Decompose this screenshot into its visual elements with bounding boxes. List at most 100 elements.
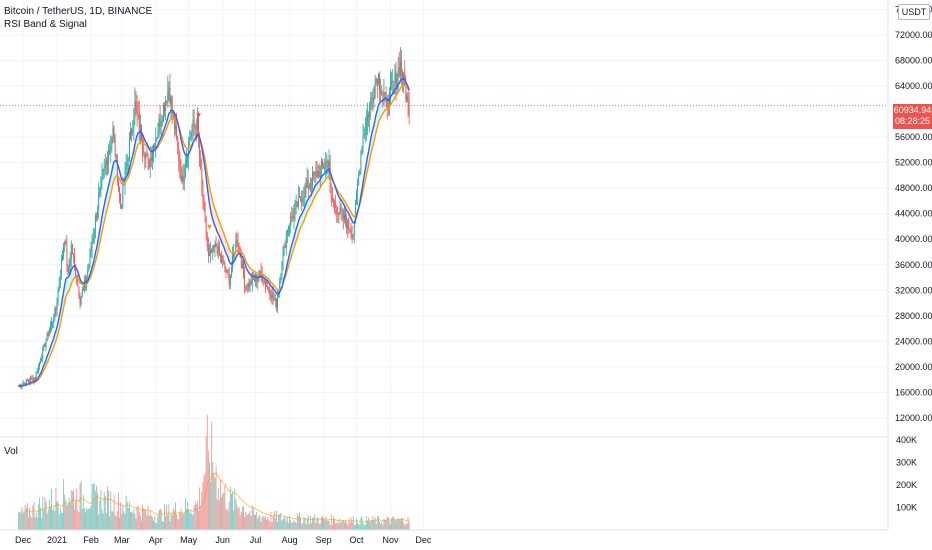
candle-body[interactable]: [351, 233, 353, 238]
candle-body[interactable]: [49, 326, 51, 331]
volume-bar[interactable]: [227, 510, 229, 530]
volume-bar[interactable]: [402, 518, 404, 530]
candle-body[interactable]: [62, 256, 63, 261]
volume-bar[interactable]: [98, 514, 100, 530]
candle-body[interactable]: [269, 291, 271, 297]
candle-body[interactable]: [130, 129, 131, 140]
candle-body[interactable]: [322, 160, 323, 166]
volume-bar[interactable]: [272, 515, 274, 530]
candle-body[interactable]: [18, 386, 20, 388]
candle-body[interactable]: [272, 293, 274, 299]
volume-bar[interactable]: [120, 502, 122, 530]
candle-body[interactable]: [82, 287, 84, 291]
candle-body[interactable]: [114, 137, 116, 157]
candle-body[interactable]: [216, 246, 218, 254]
candle-body[interactable]: [386, 97, 388, 109]
volume-bar[interactable]: [328, 520, 330, 530]
candle-body[interactable]: [360, 152, 362, 171]
candle-body[interactable]: [229, 275, 231, 286]
volume-bar[interactable]: [113, 494, 115, 530]
volume-bar[interactable]: [408, 521, 410, 530]
volume-bar[interactable]: [405, 523, 407, 530]
candle-body[interactable]: [23, 383, 25, 385]
volume-bar[interactable]: [160, 509, 162, 530]
volume-bar[interactable]: [380, 523, 382, 530]
volume-bar[interactable]: [369, 521, 371, 530]
volume-bar[interactable]: [70, 490, 72, 530]
volume-bar[interactable]: [97, 493, 99, 530]
volume-bar[interactable]: [223, 493, 225, 530]
volume-bar[interactable]: [298, 512, 300, 530]
volume-bar[interactable]: [278, 514, 280, 530]
candle-body[interactable]: [43, 344, 45, 349]
volume-bar[interactable]: [347, 525, 349, 530]
candle-body[interactable]: [212, 245, 214, 253]
volume-bar[interactable]: [243, 506, 244, 530]
candle-body[interactable]: [338, 213, 340, 215]
volume-bar[interactable]: [316, 517, 318, 530]
candle-body[interactable]: [198, 113, 199, 137]
volume-bar[interactable]: [130, 512, 131, 530]
candle-body[interactable]: [407, 96, 409, 102]
candle-body[interactable]: [274, 298, 276, 300]
candle-body[interactable]: [40, 361, 42, 363]
candle-body[interactable]: [243, 262, 244, 275]
candle-body[interactable]: [215, 243, 217, 247]
volume-bar[interactable]: [390, 524, 391, 530]
candle-body[interactable]: [382, 93, 384, 95]
volume-bar[interactable]: [68, 497, 70, 530]
volume-bar[interactable]: [363, 525, 365, 530]
candle-body[interactable]: [392, 80, 394, 83]
candle-body[interactable]: [301, 199, 303, 203]
volume-bar[interactable]: [233, 510, 235, 530]
candle-body[interactable]: [251, 277, 253, 285]
volume-bar[interactable]: [18, 512, 20, 530]
volume-bar[interactable]: [215, 465, 217, 530]
volume-bar[interactable]: [381, 521, 383, 530]
volume-bar[interactable]: [195, 504, 197, 530]
candle-body[interactable]: [137, 112, 139, 114]
candle-body[interactable]: [144, 152, 146, 159]
volume-bar[interactable]: [382, 524, 384, 530]
candle-body[interactable]: [278, 291, 280, 298]
candle-body[interactable]: [194, 125, 196, 127]
volume-bar[interactable]: [352, 516, 354, 530]
candle-body[interactable]: [207, 246, 209, 256]
volume-bar[interactable]: [201, 492, 203, 530]
volume-bar[interactable]: [218, 500, 220, 530]
candle-body[interactable]: [169, 87, 171, 104]
candle-body[interactable]: [161, 120, 163, 122]
volume-bar[interactable]: [122, 505, 124, 530]
candle-body[interactable]: [78, 286, 80, 298]
volume-bar[interactable]: [302, 522, 304, 530]
volume-bar[interactable]: [21, 507, 23, 530]
candle-body[interactable]: [358, 174, 360, 185]
candle-body[interactable]: [327, 160, 329, 168]
volume-bar[interactable]: [108, 490, 110, 530]
candle-body[interactable]: [255, 275, 257, 281]
volume-bar[interactable]: [142, 505, 144, 530]
candle-body[interactable]: [88, 263, 90, 271]
candle-body[interactable]: [139, 124, 141, 131]
candle-body[interactable]: [203, 199, 205, 205]
candle-body[interactable]: [154, 145, 156, 149]
candle-body[interactable]: [326, 160, 328, 163]
candle-body[interactable]: [134, 101, 136, 120]
volume-bar[interactable]: [329, 524, 331, 530]
candle-body[interactable]: [34, 378, 36, 380]
candle-body[interactable]: [166, 100, 168, 103]
volume-bar[interactable]: [82, 494, 84, 530]
candle-body[interactable]: [191, 128, 193, 134]
candle-body[interactable]: [205, 217, 207, 236]
candle-body[interactable]: [196, 113, 198, 130]
volume-bar[interactable]: [379, 521, 380, 530]
candle-body[interactable]: [171, 97, 173, 111]
candle-body[interactable]: [175, 126, 176, 129]
volume-bar[interactable]: [90, 505, 92, 530]
volume-bar[interactable]: [154, 516, 156, 530]
volume-bar[interactable]: [147, 505, 149, 530]
candle-body[interactable]: [223, 260, 225, 263]
candle-body[interactable]: [286, 229, 288, 234]
currency-button[interactable]: USDT: [898, 4, 930, 20]
candle-body[interactable]: [225, 268, 227, 273]
